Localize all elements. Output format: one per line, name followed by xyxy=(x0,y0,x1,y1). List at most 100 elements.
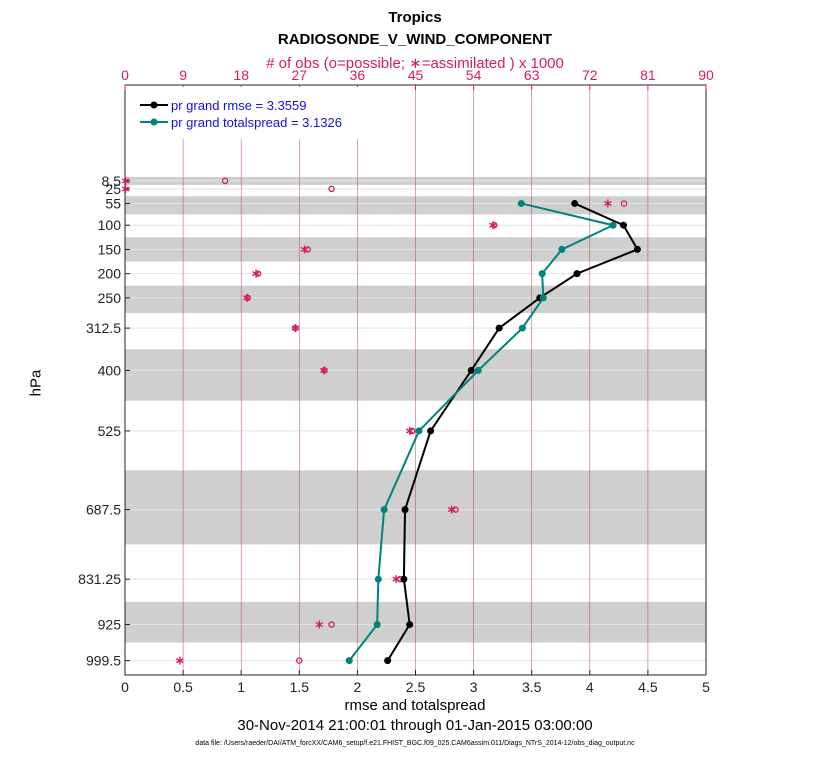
top-tick-label: 63 xyxy=(524,67,540,83)
top-tick-label: 45 xyxy=(408,67,424,83)
series-point xyxy=(538,270,546,278)
series-line xyxy=(386,202,639,662)
x-tick-label: 4.5 xyxy=(638,679,658,695)
top-axis-label: # of obs (o=possible; ∗=assimilated ) x … xyxy=(266,55,564,72)
obs-assimilated-marker xyxy=(320,366,328,375)
series-point xyxy=(427,427,435,435)
x-axis-label: rmse and totalspread xyxy=(344,697,486,714)
obs-assimilated-marker xyxy=(121,184,130,193)
legend-label: pr grand rmse = 3.3559 xyxy=(171,98,307,113)
obs-possible-marker xyxy=(620,200,628,207)
x-tick-label: 5 xyxy=(702,679,710,695)
top-tick-label: 0 xyxy=(121,67,129,83)
series-point xyxy=(415,427,423,435)
series-point xyxy=(345,657,353,665)
y-tick-label: 999.5 xyxy=(86,653,121,669)
top-tick-label: 27 xyxy=(292,67,308,83)
series-point xyxy=(400,575,408,583)
series-point xyxy=(401,506,409,514)
series-point xyxy=(558,245,566,253)
y-tick-label: 400 xyxy=(98,362,122,378)
top-tick-label: 36 xyxy=(350,67,366,83)
legend-marker xyxy=(150,101,158,109)
obs-possible-marker xyxy=(296,657,303,664)
series-point xyxy=(633,245,641,253)
top-tick-label: 90 xyxy=(698,67,714,83)
y-tick-label: 25 xyxy=(105,181,121,197)
legend: pr grand rmse = 3.3559 pr grand totalspre… xyxy=(127,87,387,139)
obs-assimilated-marker xyxy=(392,575,400,584)
obs-assimilated-marker xyxy=(176,656,184,665)
obs-possible-marker xyxy=(328,185,335,193)
data-file-note: data file: /Users/raeder/DAI/ATM_forcXX/… xyxy=(195,740,635,747)
top-tick-label: 54 xyxy=(466,67,482,83)
chart-title: Tropics xyxy=(388,9,442,26)
obs-possible-marker xyxy=(328,621,335,628)
legend-marker xyxy=(150,118,158,126)
y-tick-label: 687.5 xyxy=(86,502,121,518)
y-tick-label: 250 xyxy=(98,290,122,306)
series-point xyxy=(619,221,627,229)
y-tick-label: 8.5 xyxy=(102,173,122,189)
series-rmse xyxy=(384,199,641,665)
obs-assimilated-marker xyxy=(291,324,300,333)
series-totalspread xyxy=(345,199,617,665)
x-tick-label: 1 xyxy=(237,679,245,695)
series-point xyxy=(571,199,579,207)
series-point xyxy=(373,621,381,629)
top-tick-label: 72 xyxy=(582,67,598,83)
series-point xyxy=(495,324,503,332)
y-tick-label: 200 xyxy=(98,266,122,282)
y-tick-label: 55 xyxy=(105,195,121,211)
x-tick-label: 0.5 xyxy=(173,679,193,695)
y-axis-label: hPa xyxy=(27,369,45,397)
obs-assimilated-markers xyxy=(121,176,612,665)
obs-assimilated-marker xyxy=(315,620,324,629)
x-tick-label: 4 xyxy=(586,679,594,695)
series-point xyxy=(374,575,382,583)
x-tick-label: 2.5 xyxy=(406,679,426,695)
obs-assimilated-marker xyxy=(604,199,612,208)
top-axis: 0 9 18 27 36 45 54 63 72 81 90 xyxy=(121,67,714,90)
x-tick-label: 3 xyxy=(470,679,478,695)
x-tick-label: 2 xyxy=(354,679,362,695)
y-tick-label: 100 xyxy=(98,217,122,233)
x-tick-label: 1.5 xyxy=(290,679,310,695)
y-tick-label: 925 xyxy=(98,617,122,633)
series-point xyxy=(539,294,547,302)
series-point xyxy=(518,324,526,332)
obs-assimilated-marker xyxy=(121,176,130,185)
obs-assimilated-marker xyxy=(300,245,309,254)
obs-assimilated-marker xyxy=(489,221,497,230)
legend-box xyxy=(127,87,387,139)
obs-assimilated-marker xyxy=(405,426,414,435)
obs-assimilated-marker xyxy=(252,269,260,278)
top-tick-label: 9 xyxy=(179,67,187,83)
obs-assimilated-marker xyxy=(243,293,251,302)
series-point xyxy=(517,199,525,207)
series-point xyxy=(573,270,581,278)
obs-possible-marker xyxy=(221,177,229,185)
y-tick-label: 150 xyxy=(98,241,122,257)
series-point xyxy=(467,366,475,374)
series-line xyxy=(348,202,617,662)
chart-subtitle: RADIOSONDE_V_WIND_COMPONENT xyxy=(277,31,553,48)
x-axis: 0 0.5 1 1.5 2 2.5 3 3.5 4 4.5 5 xyxy=(121,670,710,695)
series-point xyxy=(474,366,482,374)
series-point xyxy=(380,506,388,514)
x-tick-label: 3.5 xyxy=(522,679,542,695)
series-point xyxy=(384,657,392,665)
y-tick-label: 831.25 xyxy=(78,571,121,587)
y-tick-label: 312.5 xyxy=(86,320,121,336)
top-tick-label: 18 xyxy=(233,67,249,83)
top-tick-label: 81 xyxy=(640,67,656,83)
series-point xyxy=(609,221,617,229)
legend-label: pr grand totalspread = 3.1326 xyxy=(171,115,342,130)
obs-assimilated-marker xyxy=(447,505,456,514)
date-range: 30-Nov-2014 21:00:01 through 01-Jan-2015… xyxy=(237,717,593,734)
x-tick-label: 0 xyxy=(121,679,129,695)
y-tick-label: 525 xyxy=(98,423,122,439)
series-point xyxy=(406,621,414,629)
